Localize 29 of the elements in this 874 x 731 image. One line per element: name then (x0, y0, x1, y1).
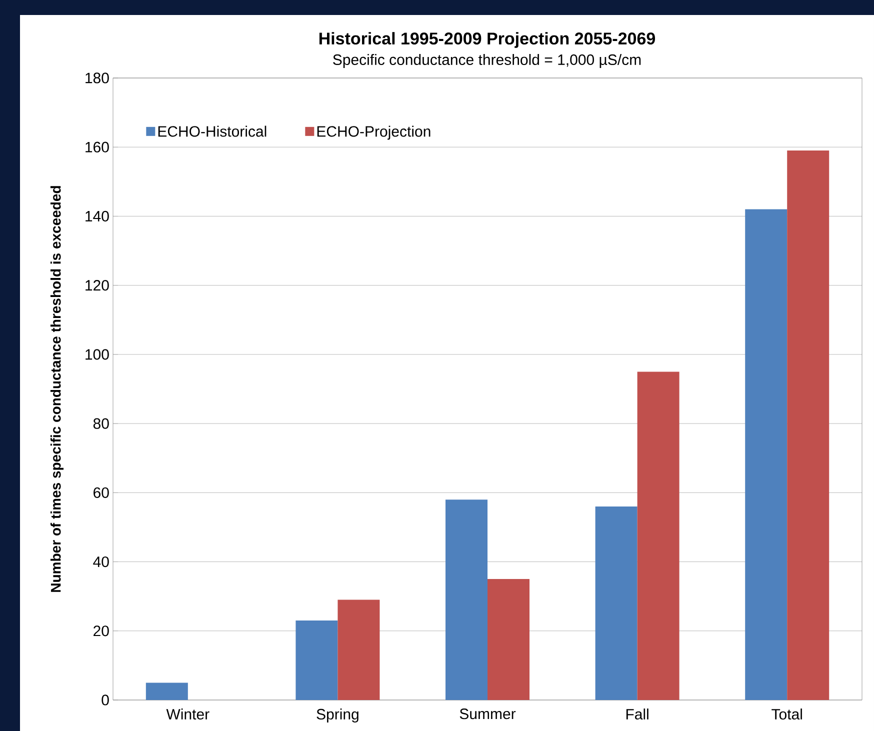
bar (488, 579, 530, 700)
y-tick-label: 140 (86, 210, 109, 222)
y-tick-label: 0 (102, 694, 109, 706)
bar (745, 209, 788, 700)
y-axis-title: Number of times specific conductance threshold is exceeded (50, 186, 64, 592)
y-tick-label: 80 (93, 418, 109, 429)
y-tick-label: 20 (94, 626, 109, 636)
y-tick-label: 100 (86, 349, 109, 360)
bar (296, 620, 338, 700)
x-tick-label: Fall (626, 708, 648, 720)
legend-label: ECHO-Historical (158, 126, 266, 137)
y-tick-label: 160 (86, 142, 109, 152)
bar (146, 682, 188, 700)
bar (446, 500, 488, 700)
x-tick-label: Winter (166, 708, 210, 720)
y-tick-label: 40 (93, 556, 109, 568)
bar (637, 372, 680, 700)
chart-subtitle: Specific conductance threshold = 1,000 µS/cm (333, 54, 641, 68)
bar (787, 150, 830, 700)
x-tick-label: Spring (316, 708, 358, 723)
bar (595, 506, 638, 700)
y-tick-label: 60 (94, 487, 109, 498)
legend-label: ECHO-Projection (317, 126, 430, 140)
x-tick-label: Total (772, 708, 802, 720)
bar (338, 600, 380, 700)
y-tick-label: 180 (86, 72, 109, 84)
y-tick-label: 120 (86, 280, 109, 291)
chart-title: Historical 1995-2009 Projection 2055-2069 (319, 32, 656, 48)
x-tick-label: Summer (460, 708, 516, 720)
